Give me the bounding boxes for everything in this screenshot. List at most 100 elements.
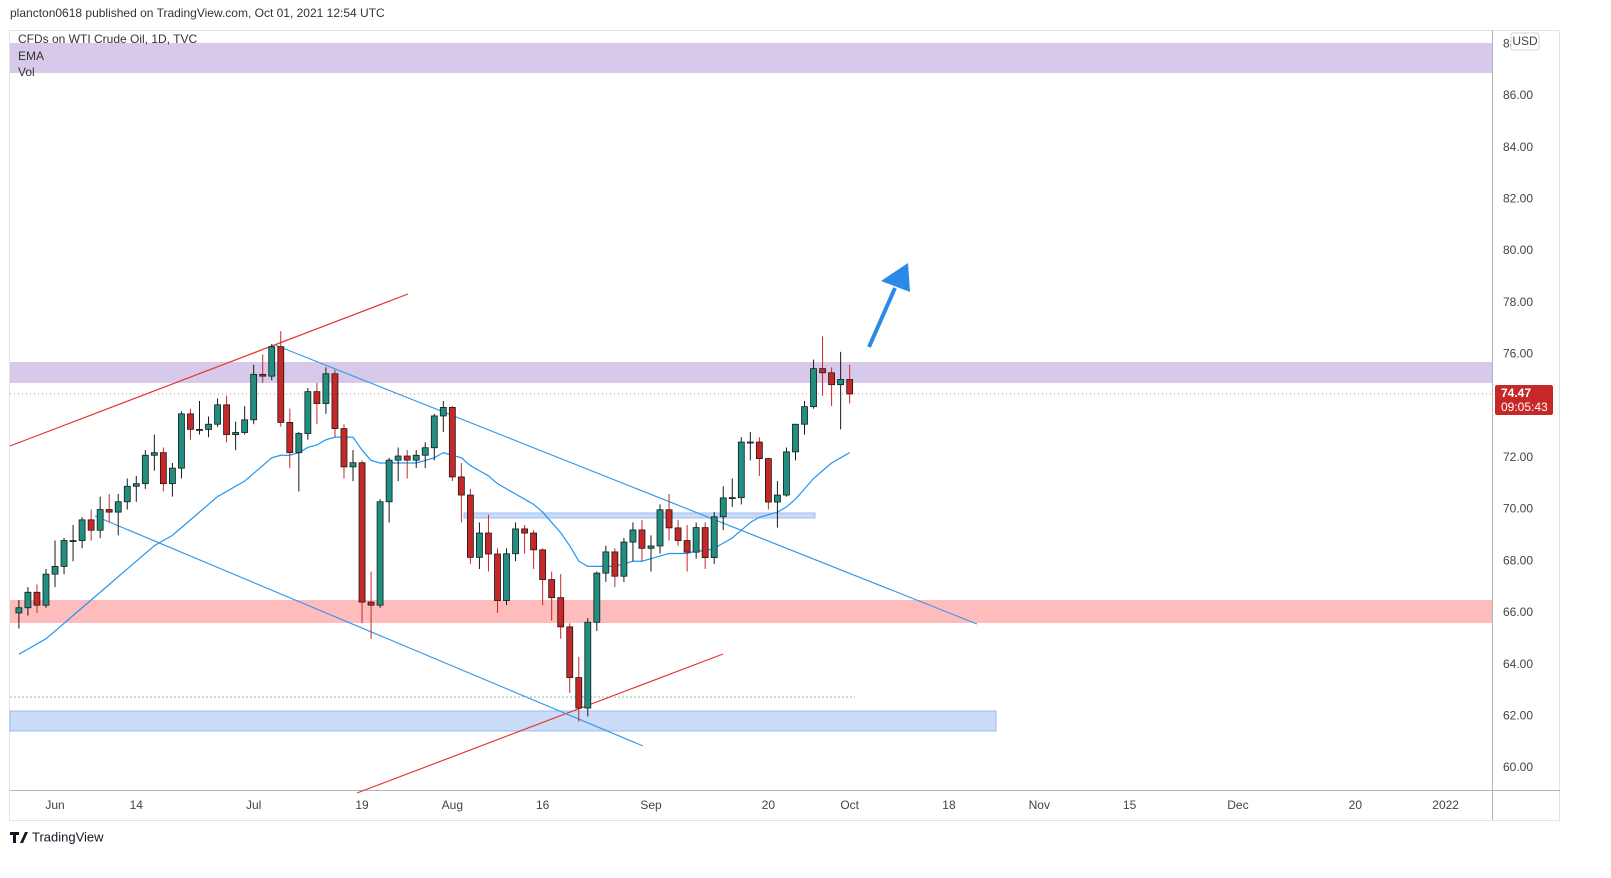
candle-body xyxy=(24,591,32,609)
trend-line xyxy=(9,293,409,447)
y-tick-label: 66.00 xyxy=(1503,605,1533,619)
y-tick-label: 62.00 xyxy=(1503,708,1533,722)
candle-body xyxy=(539,549,547,580)
y-tick-label: 72.00 xyxy=(1503,450,1533,464)
candle-body xyxy=(232,432,240,435)
candle-body xyxy=(51,565,59,575)
candle-body xyxy=(530,532,538,551)
arrow-head xyxy=(881,263,910,292)
candle-body xyxy=(521,528,528,534)
y-tick-label: 86.00 xyxy=(1503,88,1533,102)
candle-body xyxy=(457,476,465,496)
candle-body xyxy=(313,391,321,404)
candle-body xyxy=(141,454,149,485)
candle-body xyxy=(584,621,592,709)
candle-body xyxy=(466,494,474,558)
candle-body xyxy=(33,591,41,606)
candle-body xyxy=(656,509,664,547)
candle-body xyxy=(557,597,565,628)
candle-body xyxy=(575,677,583,709)
candle-body xyxy=(792,423,799,453)
candle-body xyxy=(764,458,772,503)
candle-body xyxy=(358,462,366,603)
candle-body xyxy=(376,501,384,606)
countdown-label: 09:05:43 xyxy=(1501,400,1548,414)
candle-body xyxy=(737,441,745,499)
y-tick-label: 82.00 xyxy=(1503,191,1533,205)
support-zone xyxy=(463,512,816,519)
currency-badge xyxy=(1510,32,1540,51)
candle-body xyxy=(774,494,781,503)
candle-body xyxy=(268,346,276,377)
x-tick-label: 16 xyxy=(536,798,550,812)
y-tick-label: 64.00 xyxy=(1503,657,1533,671)
x-tick-label: 20 xyxy=(1349,798,1363,812)
candle-body xyxy=(629,529,637,543)
x-tick-label: 14 xyxy=(130,798,144,812)
candle-body xyxy=(150,452,158,456)
candle-body xyxy=(801,406,808,425)
candle-body xyxy=(286,422,294,454)
candle-body xyxy=(322,373,330,404)
candle-body xyxy=(349,462,357,468)
candle-body xyxy=(674,527,682,541)
candle-body xyxy=(746,441,754,444)
candle-body xyxy=(277,346,285,423)
candle-body xyxy=(187,413,194,430)
y-tick-label: 80.00 xyxy=(1503,243,1533,257)
candle-body xyxy=(485,532,492,555)
candle-body xyxy=(78,519,86,541)
candle-body xyxy=(620,541,628,577)
candle-body xyxy=(105,509,113,513)
candle-body xyxy=(602,551,610,574)
candle-body xyxy=(15,607,23,614)
candle-body xyxy=(828,372,835,386)
x-tick-label: Jun xyxy=(45,798,64,812)
candle-body xyxy=(566,626,574,678)
candle-body xyxy=(159,452,167,485)
candle-body xyxy=(403,455,411,461)
candle-body xyxy=(205,423,212,430)
channel-line xyxy=(94,515,644,747)
candle-body xyxy=(448,407,456,478)
candle-body xyxy=(250,373,258,421)
x-tick-label: Dec xyxy=(1227,798,1248,812)
candle-body xyxy=(692,527,700,553)
candle-body xyxy=(340,428,348,468)
candle-body xyxy=(96,509,104,531)
indicator-legend: Vol xyxy=(18,65,35,79)
x-tick-label: 15 xyxy=(1123,798,1137,812)
candle-body xyxy=(87,519,95,531)
y-tick-label: 60.00 xyxy=(1503,760,1533,774)
candle-body xyxy=(593,572,601,623)
candle-body xyxy=(783,451,790,496)
y-tick-label: 68.00 xyxy=(1503,553,1533,567)
plot-area xyxy=(9,43,1492,794)
x-tick-label: Nov xyxy=(1029,798,1050,812)
candle-body xyxy=(69,540,77,542)
symbol-legend: CFDs on WTI Crude Oil, 1D, TVC xyxy=(18,32,197,46)
candle-body xyxy=(223,404,230,435)
y-tick-label: 78.00 xyxy=(1503,295,1533,309)
chart-frame xyxy=(9,30,1560,821)
candle-body xyxy=(394,455,402,461)
candle-body xyxy=(42,573,50,606)
publish-header: plancton0618 published on TradingView.co… xyxy=(10,6,385,20)
resistance-zone xyxy=(10,362,1492,383)
y-tick-label: 84.00 xyxy=(1503,140,1533,154)
x-tick-label: 20 xyxy=(762,798,776,812)
candle-body xyxy=(123,485,131,503)
candle-body xyxy=(611,551,619,577)
logo-mark xyxy=(10,832,28,843)
candle-body xyxy=(259,373,267,377)
candle-body xyxy=(503,553,510,601)
indicator-legend: EMA xyxy=(18,49,44,63)
y-tick-label: 76.00 xyxy=(1503,347,1533,361)
candle-body xyxy=(728,497,736,500)
x-tick-label: 18 xyxy=(942,798,956,812)
candle-body xyxy=(512,528,519,555)
candle-body xyxy=(719,497,727,518)
last-price-label: 74.47 xyxy=(1501,386,1531,400)
candle-body xyxy=(132,483,140,487)
